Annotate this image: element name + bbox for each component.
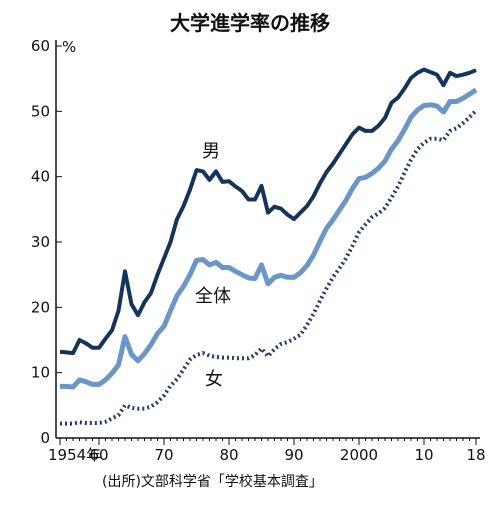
y-unit-label: % [62, 38, 76, 56]
x-tick-label: 18 [466, 446, 485, 464]
x-tick-label: 1954年 [48, 446, 101, 464]
series-line-total [60, 87, 478, 390]
series-line-female [60, 109, 478, 426]
y-tick-label: 20 [31, 298, 50, 316]
x-tick-label: 10 [414, 446, 433, 464]
y-tick-label: 60 [31, 37, 50, 55]
x-tick-label: 90 [284, 446, 303, 464]
y-tick-label: 40 [31, 168, 50, 186]
y-tick-label: 30 [31, 233, 50, 251]
series-line-male [59, 67, 477, 356]
source-note: (出所)文部科学省「学校基本調査」 [102, 473, 323, 490]
x-tick-label: 2000 [340, 446, 378, 464]
y-tick-label: 50 [31, 102, 50, 120]
y-tick-label: 10 [31, 364, 50, 382]
x-tick-label: 70 [154, 446, 173, 464]
series-label-male: 男 [202, 141, 220, 162]
series-label-total: 全体 [195, 286, 231, 307]
chart-title: 大学進学率の推移 [170, 11, 330, 35]
series-layer [59, 67, 478, 426]
x-tick-label: 60 [89, 446, 108, 464]
y-tick-label: 0 [40, 429, 50, 447]
series-label-female: 女 [205, 369, 223, 390]
x-tick-label: 80 [219, 446, 238, 464]
